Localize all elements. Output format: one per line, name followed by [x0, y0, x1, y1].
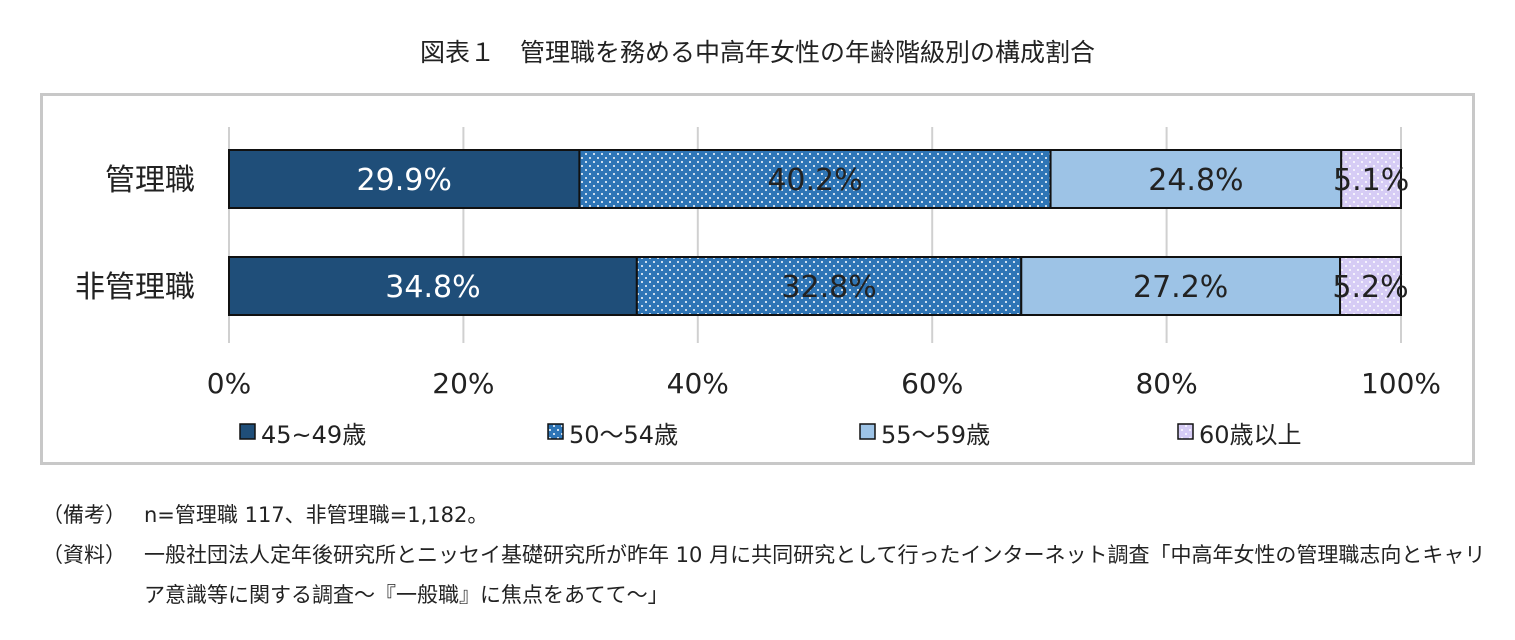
x-tick-label: 80%	[1135, 367, 1197, 400]
legend-label: 45~49歳	[261, 421, 366, 449]
bars-group: 29.9% 40.2% 24.8% 5.1% 34.8% 32.8% 27.2% 5.2%	[228, 149, 1409, 316]
data-label: 5.2%	[1332, 270, 1408, 305]
x-tick-label: 20%	[432, 367, 494, 400]
data-label: 32.8%	[781, 270, 876, 305]
legend-swatch	[239, 423, 256, 440]
note-source: （資料） 一般社団法人定年後研究所とニッセイ基礎研究所が昨年 10 月に共同研究…	[42, 535, 1504, 615]
category-label: 非管理職	[75, 270, 195, 305]
x-tick-label: 60%	[901, 367, 963, 400]
stacked-bar-chart: 29.9% 40.2% 24.8% 5.1% 34.8% 32.8% 27.2% 5.2% 管…	[75, 127, 1441, 449]
bar-segment	[228, 256, 638, 316]
legend-swatch	[547, 423, 564, 440]
bar-segment	[1339, 256, 1403, 316]
note-remarks: （備考） n=管理職 117、非管理職=1,182。	[42, 495, 1504, 535]
x-tick-labels: 0% 20% 40% 60% 80% 100%	[207, 367, 1441, 400]
data-label: 40.2%	[767, 163, 862, 198]
legend-label: 55～59歳	[881, 421, 990, 449]
chart-title: 図表１ 管理職を務める中高年女性の年齢階級別の構成割合	[419, 38, 1095, 67]
data-label: 5.1%	[1333, 163, 1409, 198]
bar-segment	[1020, 256, 1342, 316]
legend-swatch	[859, 423, 876, 440]
note-remarks-label: （備考）	[42, 503, 126, 527]
data-label: 24.8%	[1148, 163, 1243, 198]
bar-segment	[635, 256, 1023, 316]
note-source-label: （資料）	[42, 543, 126, 567]
bar-segment	[1049, 149, 1343, 209]
x-tick-label: 40%	[667, 367, 729, 400]
notes: （備考） n=管理職 117、非管理職=1,182。 （資料） 一般社団法人定年…	[42, 495, 1504, 615]
note-source-text: 一般社団法人定年後研究所とニッセイ基礎研究所が昨年 10 月に共同研究として行っ…	[144, 543, 1486, 607]
x-tick-label: 100%	[1361, 367, 1441, 400]
note-remarks-text: n=管理職 117、非管理職=1,182。	[144, 503, 489, 527]
legend: 45~49歳 50～54歳 55～59歳 60歳以上	[239, 421, 1302, 449]
bar-segment	[1340, 149, 1403, 209]
bar-segment	[228, 149, 581, 209]
data-label: 29.9%	[357, 163, 452, 198]
data-label: 27.2%	[1133, 270, 1228, 305]
x-tick-label: 0%	[207, 367, 251, 400]
category-label: 管理職	[105, 163, 195, 198]
legend-swatch	[1177, 423, 1194, 440]
legend-label: 50～54歳	[569, 421, 678, 449]
bar-segment	[578, 149, 1052, 209]
data-label: 34.8%	[385, 270, 480, 305]
legend-label: 60歳以上	[1199, 421, 1302, 449]
